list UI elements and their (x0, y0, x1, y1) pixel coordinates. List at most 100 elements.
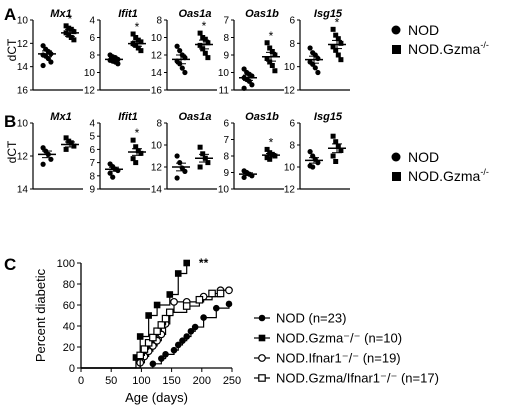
y-tick-label: 14 (151, 185, 163, 196)
survival-point (165, 308, 174, 317)
data-point-gzma (205, 55, 211, 61)
data-point-nod (179, 65, 185, 71)
data-point-gzma (138, 48, 144, 54)
y-tick-label: 8 (223, 33, 229, 44)
y-tick-label: 0 (69, 363, 75, 375)
panel-a-legend: NOD NOD.Gzma-/- (391, 22, 489, 57)
y-tick-label: 12 (17, 39, 29, 50)
survival-point (183, 259, 190, 267)
data-point-gzma (138, 150, 144, 156)
survival-point (145, 312, 152, 319)
data-point-gzma (197, 144, 203, 150)
y-tick-label: 9 (89, 185, 95, 196)
y-tick-label: 14 (151, 68, 163, 79)
legend-label: NOD.Ifnar1⁻/⁻ (n=19) (276, 351, 401, 366)
y-tick-label: 100 (57, 258, 75, 270)
legend-marker (258, 354, 266, 362)
panel-a-ylabel: dCT (5, 38, 19, 61)
data-point-gzma (269, 49, 275, 54)
data-point-gzma (63, 135, 69, 141)
data-point-gzma (63, 146, 69, 152)
data-point-gzma (197, 30, 203, 36)
survival-point (161, 314, 170, 323)
subplot-oas1b: 7 8 9 10 11 Oas1b * (218, 8, 284, 97)
data-point-gzma (333, 32, 339, 38)
significance-marker: * (335, 15, 340, 29)
data-point-nod (241, 85, 247, 91)
y-tick-label: 12 (84, 86, 96, 97)
x-tick-label: 100 (132, 375, 150, 387)
data-point-gzma (267, 156, 273, 162)
survival-point (136, 351, 144, 360)
legend-gzma-text: NOD.Gzma (408, 41, 481, 57)
data-point-nod (110, 174, 116, 180)
survival-point (158, 355, 165, 362)
data-point-gzma (200, 151, 206, 157)
survival-point (179, 337, 186, 345)
legend-label: NOD.Gzma⁻/⁻ (n=10) (276, 331, 402, 346)
data-point-gzma (272, 68, 278, 74)
survival-point (136, 333, 144, 340)
survival-point (182, 302, 191, 310)
data-point-gzma (335, 52, 341, 58)
data-point-gzma (272, 153, 278, 159)
legend-gzma-sup: -/- (480, 167, 489, 177)
y-tick-label: 8 (156, 16, 162, 27)
panel-label-c: C (4, 255, 16, 274)
y-tick-label: 20 (63, 342, 75, 354)
survival-point (166, 291, 174, 298)
series-nod-gzma-ifnar1-n-17 (81, 289, 225, 369)
data-point-gzma (133, 160, 139, 166)
data-point-gzma (338, 40, 344, 46)
y-tick-label: 10 (17, 119, 29, 130)
y-tick-label: 12 (151, 51, 163, 62)
survival-point (157, 321, 166, 329)
survival-point (191, 323, 199, 331)
survival-point (153, 301, 161, 309)
data-point-nod (315, 69, 321, 76)
legend-marker (258, 314, 266, 322)
data-point-gzma (138, 39, 144, 45)
subplot-title: Isg15 (314, 8, 343, 20)
subplot-title: Ifit1 (118, 8, 138, 20)
survival-point (174, 341, 182, 349)
data-point-gzma (338, 148, 344, 153)
data-point-gzma (71, 37, 77, 43)
data-point-gzma (202, 50, 208, 56)
legend-gzma-sup: -/- (480, 40, 489, 50)
y-tick-label: 7 (223, 16, 229, 27)
data-point-nod (177, 160, 183, 166)
significance-marker: * (202, 19, 207, 33)
data-point-gzma (130, 137, 136, 143)
x-tick-label: 150 (162, 375, 180, 387)
y-tick-label: 40 (63, 321, 75, 333)
data-point-gzma (71, 143, 77, 149)
y-tick-label: 60 (63, 300, 75, 312)
subplot-title: Mx1 (50, 111, 71, 123)
data-point-gzma (333, 47, 339, 53)
y-tick-label: 6 (223, 119, 229, 130)
y-tick-label: 8 (289, 141, 295, 152)
data-point-gzma (135, 45, 141, 51)
data-point-gzma (133, 42, 139, 48)
data-point-nod (241, 174, 247, 181)
y-tick-label: 10 (218, 68, 230, 79)
legend-gzma-label: NOD.Gzma-/- (408, 167, 489, 184)
y-tick-label: 4 (89, 119, 95, 130)
data-point-gzma (264, 40, 270, 46)
data-point-nod (115, 61, 121, 67)
subplot-title: Oas1a (178, 8, 211, 20)
subplot-title: Mx1 (50, 8, 71, 20)
panel-label-a: A (4, 5, 16, 24)
y-tick-label: 14 (17, 62, 29, 73)
data-point-gzma (68, 35, 74, 40)
panel-c: 0 20 40 60 80 100 0 50 100 150 200 250 Age (days) Per… (33, 256, 439, 405)
significance-marker: * (135, 20, 140, 34)
data-point-gzma (264, 146, 270, 152)
data-point-nod (174, 153, 180, 159)
data-point-gzma (267, 150, 273, 156)
data-point-nod (40, 62, 46, 69)
y-tick-label: 12 (151, 163, 163, 174)
